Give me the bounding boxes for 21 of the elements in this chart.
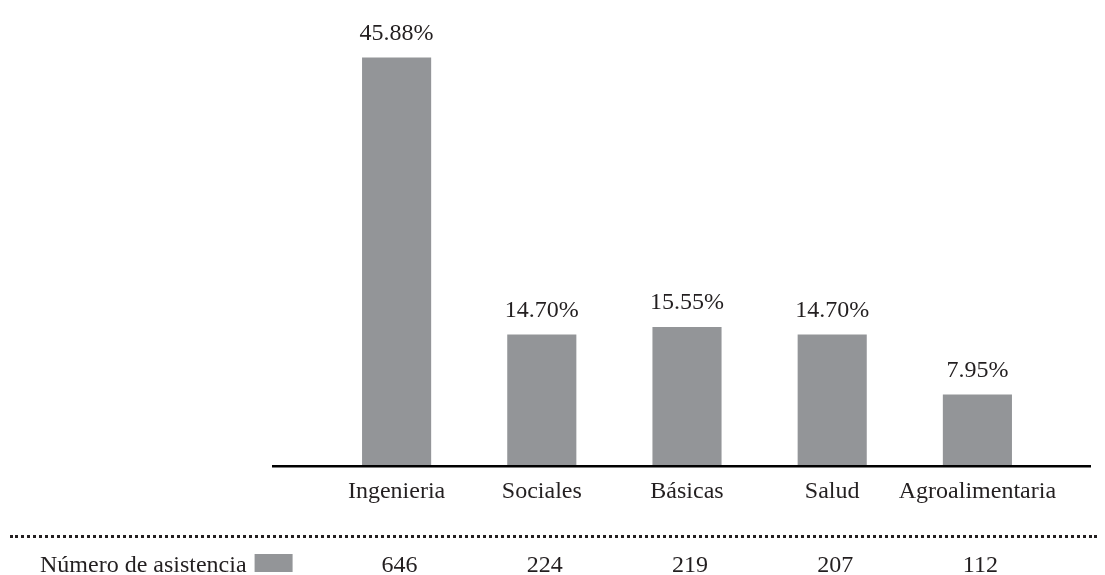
bar — [797, 334, 867, 466]
data-label: 45.88% — [359, 18, 434, 45]
x-tick-label: Agroalimentaria — [898, 476, 1057, 503]
text: 219 — [672, 551, 708, 575]
text: 112 — [962, 551, 998, 575]
legend-label: Número de asistencia — [40, 551, 247, 575]
x-tick-label: Salud — [804, 476, 860, 503]
x-tick-label: Básicas — [650, 476, 724, 503]
bar — [942, 394, 1012, 466]
data-label: 15.55% — [650, 288, 724, 315]
bar — [652, 327, 722, 466]
text: 207 — [817, 551, 854, 575]
bar — [507, 334, 577, 466]
data-label: 14.70% — [795, 295, 870, 322]
x-tick-label: Sociales — [501, 476, 582, 503]
text: 646 — [381, 551, 418, 575]
data-label: 7.95% — [946, 355, 1009, 382]
text: 224 — [526, 551, 563, 575]
bar — [362, 57, 432, 466]
x-tick-label: Ingenieria — [347, 476, 446, 503]
data-label: 14.70% — [504, 295, 579, 322]
